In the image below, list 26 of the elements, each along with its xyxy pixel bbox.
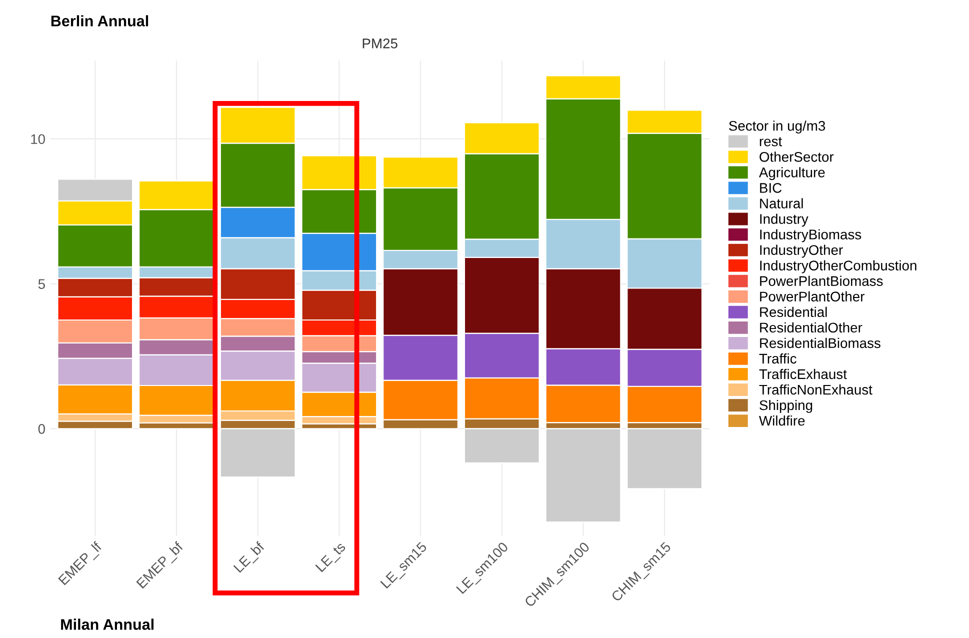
y-tick-label: 0 <box>38 424 45 434</box>
legend-label: PowerPlantBiomass <box>760 276 883 286</box>
legend-label: Agriculture <box>758 167 825 180</box>
legend-label: Wildfire <box>759 415 805 426</box>
legend-label: Residential <box>760 306 827 318</box>
y-tick-label: 10 <box>31 134 45 144</box>
legend-label: BIC <box>760 183 782 193</box>
legend-label: IndustryOtherCombustion <box>760 260 916 274</box>
legend-label: Traffic <box>759 353 796 364</box>
legend-label: OtherSector <box>760 152 834 162</box>
legend-label: ResidentialBiomass <box>760 338 880 348</box>
legend-label: Industry <box>760 214 808 227</box>
legend-label: IndustryBiomass <box>760 229 862 242</box>
legend-label: TrafficExhaust <box>759 368 847 380</box>
legend-label: Natural <box>760 198 803 208</box>
legend-label: TrafficNonExhaust <box>759 384 872 395</box>
legend-label: IndustryOther <box>760 244 843 258</box>
chart-subtitle: PM25 <box>362 38 398 48</box>
text: Milan Annual <box>61 618 154 630</box>
chart-title: Berlin Annual <box>51 15 148 26</box>
legend-title: Sector in ug/m3 <box>729 120 826 134</box>
legend-label: PowerPlantOther <box>760 291 864 302</box>
legend-label: rest <box>760 137 782 146</box>
legend-label: ResidentialOther <box>760 322 862 333</box>
y-tick-label: 5 <box>38 279 45 289</box>
legend-label: Shipping <box>760 400 812 413</box>
